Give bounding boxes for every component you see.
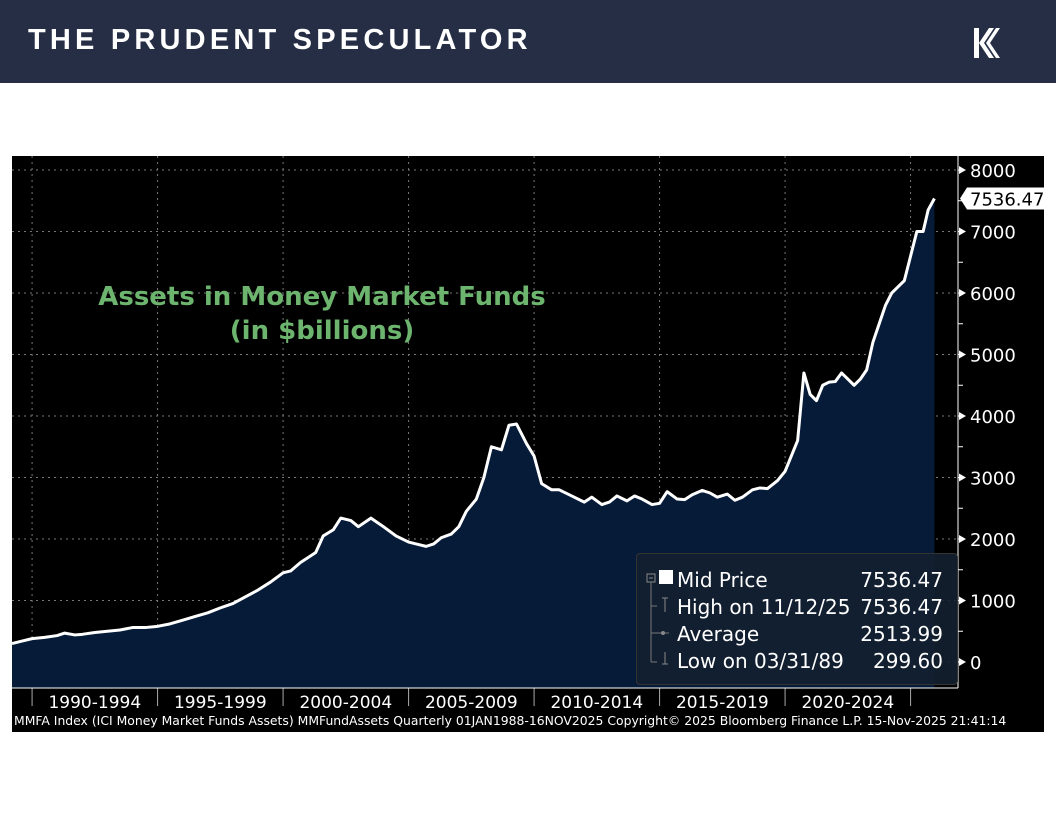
brand-name: THE PRUDENT SPECULATOR: [28, 24, 532, 56]
x-tick-label: 2010-2014: [550, 693, 643, 713]
legend-value: 7536.47: [860, 595, 943, 619]
chart-subtitle: (in $billions): [229, 316, 415, 346]
last-value-badge: [960, 187, 1044, 210]
x-tick-label: 2000-2004: [299, 693, 392, 713]
y-tick-label: 2000: [970, 530, 1016, 551]
series-line: [12, 197, 936, 646]
y-tick-marker: [959, 350, 966, 359]
header-bar: THE PRUDENT SPECULATOR: [0, 0, 1056, 83]
y-tick-marker: [959, 289, 966, 297]
y-tick-marker: [959, 596, 966, 605]
legend-row-mid-price: Mid Price 7536.47: [677, 568, 943, 594]
chart-footer: MMFA Index (ICI Money Market Funds Asset…: [14, 713, 1007, 728]
legend-value: 7536.47: [860, 568, 943, 592]
x-tick-label: 1990-1994: [48, 693, 141, 713]
legend-label: Low on 03/31/89: [677, 649, 844, 673]
x-tick-label: 2020-2024: [801, 693, 894, 713]
y-tick-label: 1000: [970, 592, 1016, 613]
x-tick-label: 1995-1999: [174, 693, 267, 713]
y-tick-marker: [959, 166, 966, 174]
y-tick-label: 0: [970, 653, 981, 674]
legend-value: 299.60: [873, 649, 943, 673]
legend-label: High on 11/12/25: [677, 595, 851, 619]
legend-label: Mid Price: [677, 568, 768, 592]
legend-row-average: Average 2513.99: [677, 622, 943, 648]
y-tick-label: 7000: [970, 223, 1016, 244]
chart-title: Assets in Money Market Funds: [98, 282, 546, 312]
last-value-label: 7536.47: [970, 190, 1044, 211]
x-tick-label: 2005-2009: [425, 693, 518, 713]
y-tick-marker: [959, 227, 966, 236]
legend-row-low: Low on 03/31/89 299.60: [677, 649, 943, 675]
y-tick-label: 8000: [970, 161, 1016, 182]
legend-label: Average: [677, 622, 760, 646]
legend-tree-icon: [646, 570, 673, 665]
y-tick-label: 3000: [970, 469, 1016, 490]
y-tick-marker: [959, 658, 966, 666]
y-tick-label: 4000: [970, 407, 1016, 428]
x-tick-label: 2015-2019: [676, 693, 769, 713]
y-tick-marker: [959, 535, 966, 543]
legend-value: 2513.99: [860, 622, 943, 646]
y-tick-label: 5000: [970, 346, 1016, 367]
y-tick-label: 6000: [970, 284, 1016, 305]
k-logo-icon: [974, 28, 1000, 58]
y-tick-marker: [959, 412, 966, 420]
legend-row-high: High on 11/12/25 7536.47: [677, 595, 943, 621]
y-tick-marker: [959, 473, 966, 482]
legend-box: Mid Price 7536.47 High on 11/12/25 7536.47…: [636, 553, 958, 685]
